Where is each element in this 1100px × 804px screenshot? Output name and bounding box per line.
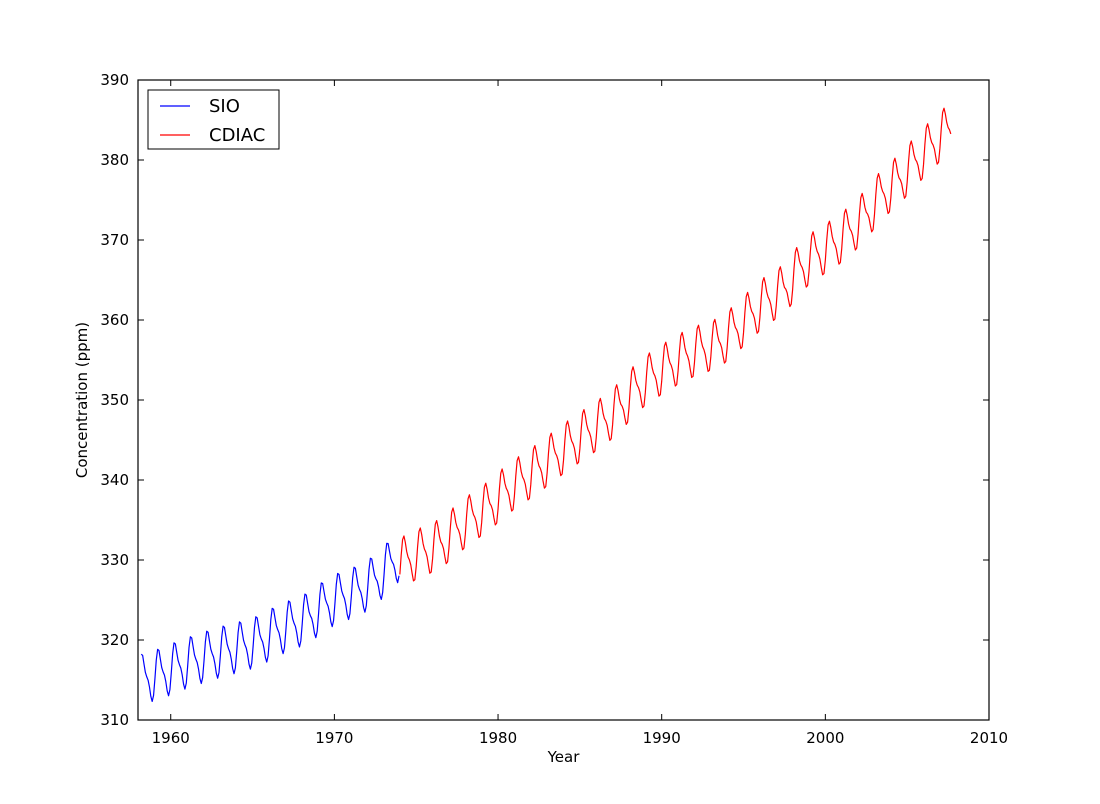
y-tick-label: 310 <box>100 711 129 729</box>
x-tick-label: 2000 <box>806 729 844 747</box>
legend-label-sio: SIO <box>209 96 240 117</box>
x-tick-label: 2010 <box>970 729 1008 747</box>
series-line-cdiac <box>399 107 952 582</box>
legend: SIO CDIAC <box>147 89 280 150</box>
x-axis-label: Year <box>547 748 581 766</box>
legend-box <box>147 89 280 150</box>
y-tick-label: 320 <box>100 631 129 649</box>
x-tick-label: 1980 <box>479 729 517 747</box>
y-tick-label: 360 <box>100 311 129 329</box>
y-tick-label: 350 <box>100 391 129 409</box>
y-tick-label: 370 <box>100 231 129 249</box>
y-tick-label: 340 <box>100 471 129 489</box>
y-tick-label: 390 <box>100 71 129 89</box>
y-tick-label: 330 <box>100 551 129 569</box>
x-tick-label: 1960 <box>152 729 190 747</box>
x-tick-label: 1970 <box>315 729 353 747</box>
y-axis-label: Concentration (ppm) <box>73 322 91 478</box>
y-tick-label: 380 <box>100 151 129 169</box>
x-tick-label: 1990 <box>643 729 681 747</box>
legend-label-cdiac: CDIAC <box>209 125 265 146</box>
plot-frame <box>137 79 990 721</box>
series-line-sio <box>140 542 400 703</box>
